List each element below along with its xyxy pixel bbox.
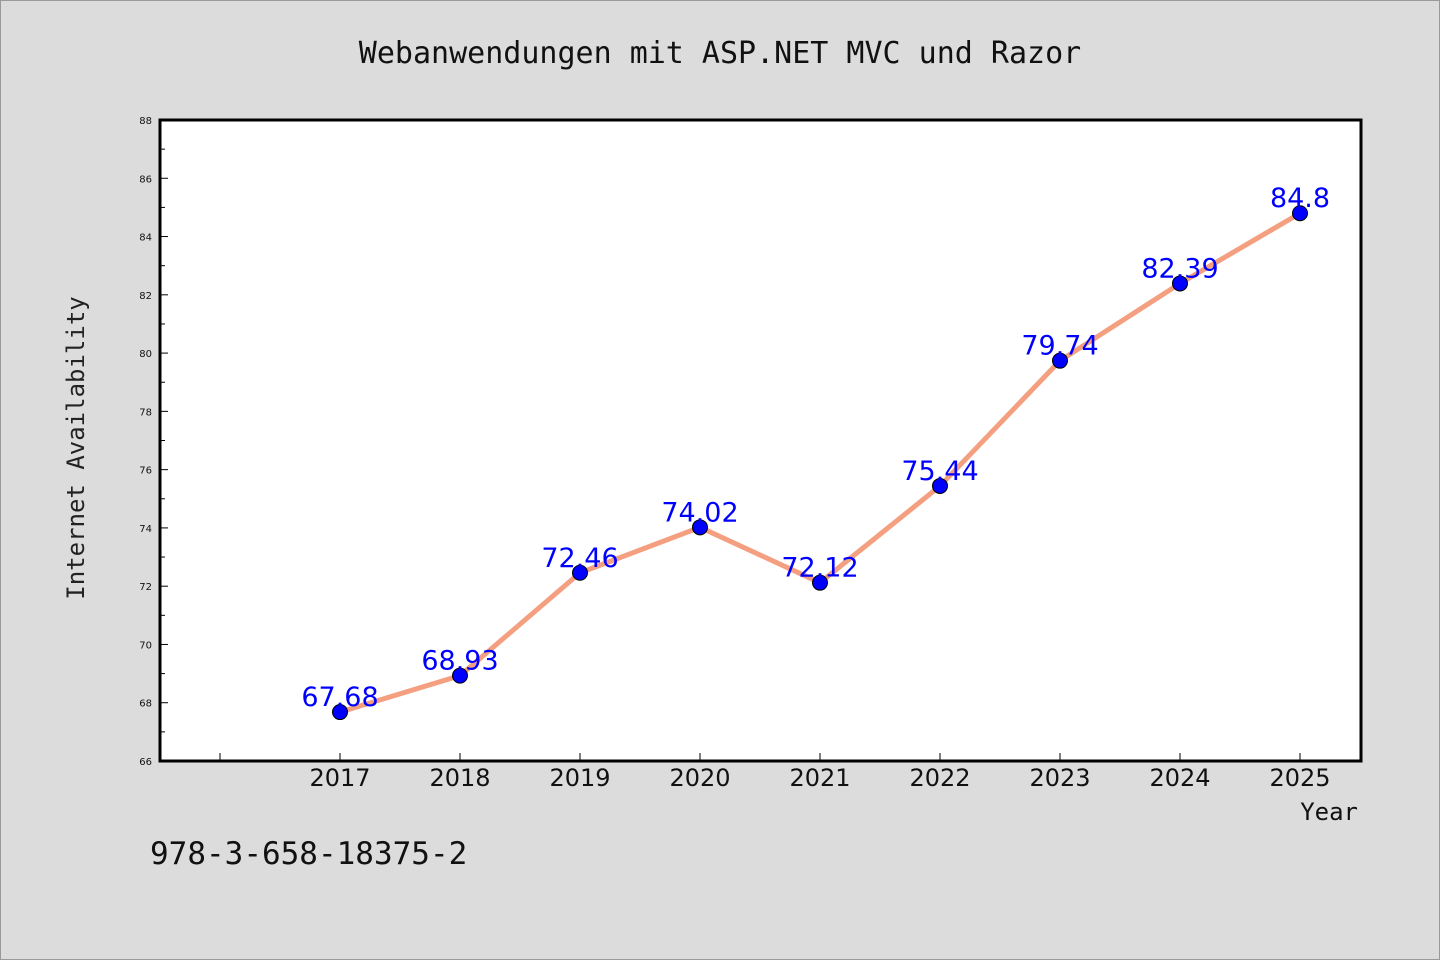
y-axis: 66 68 70 72 74 76 78 80 82 84 86 88 bbox=[139, 116, 168, 768]
y-axis-label: Internet Availability bbox=[62, 296, 90, 599]
isbn-text: 978-3-658-18375-2 bbox=[150, 836, 467, 872]
data-point bbox=[332, 704, 348, 721]
x-tick-label: 2020 bbox=[669, 764, 730, 792]
data-label: 72.46 bbox=[541, 543, 618, 574]
y-tick-label: 80 bbox=[139, 349, 152, 360]
data-label: 84.8 bbox=[1270, 183, 1330, 214]
y-tick-label: 68 bbox=[139, 699, 152, 710]
y-tick-label: 86 bbox=[139, 174, 152, 185]
x-tick-label: 2019 bbox=[549, 764, 610, 792]
data-point bbox=[1052, 352, 1068, 369]
y-tick-label: 74 bbox=[139, 524, 152, 535]
chart-title: Webanwendungen mit ASP.NET MVC und Razor bbox=[359, 36, 1081, 71]
data-label: 68.93 bbox=[421, 646, 498, 677]
x-axis: 2017 2018 2019 2020 2021 2022 2023 2024 2025 bbox=[219, 753, 1331, 792]
plot-area bbox=[158, 118, 1363, 763]
y-tick-label: 82 bbox=[139, 291, 152, 302]
y-tick-label: 70 bbox=[139, 640, 152, 651]
data-label: 75.44 bbox=[901, 456, 978, 487]
data-point bbox=[452, 667, 468, 684]
y-tick-label: 72 bbox=[139, 582, 152, 593]
x-tick-label: 2025 bbox=[1269, 764, 1330, 792]
x-tick-label: 2018 bbox=[429, 764, 490, 792]
x-tick-label: 2017 bbox=[309, 764, 370, 792]
x-tick-label: 2023 bbox=[1029, 764, 1090, 792]
y-tick-label: 66 bbox=[139, 757, 152, 768]
data-label: 82.39 bbox=[1141, 253, 1218, 284]
data-point bbox=[1172, 275, 1188, 292]
y-tick-label: 88 bbox=[139, 116, 152, 127]
y-tick-label: 78 bbox=[139, 407, 152, 418]
data-point bbox=[812, 574, 828, 591]
data-label: 72.12 bbox=[781, 553, 858, 584]
y-tick-label: 76 bbox=[139, 466, 152, 477]
data-label: 67.68 bbox=[301, 682, 378, 713]
data-label: 79.74 bbox=[1021, 331, 1098, 362]
markers-group bbox=[332, 205, 1308, 721]
data-point bbox=[932, 477, 948, 494]
y-tick-label: 84 bbox=[139, 233, 152, 244]
x-tick-label: 2021 bbox=[789, 764, 850, 792]
x-axis-label: Year bbox=[1300, 798, 1358, 826]
data-label: 74.02 bbox=[661, 497, 738, 528]
data-point bbox=[692, 519, 708, 536]
data-point bbox=[572, 564, 588, 581]
x-tick-label: 2024 bbox=[1149, 764, 1210, 792]
x-tick-label: 2022 bbox=[909, 764, 970, 792]
data-point bbox=[1292, 205, 1308, 222]
data-labels-group: 67.68 68.93 72.46 74.02 72.12 75.44 79.74 82.39… bbox=[301, 183, 1330, 713]
